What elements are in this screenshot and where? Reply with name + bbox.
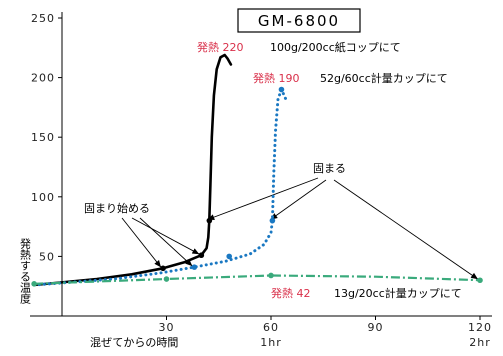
y-tick-label-4: 250: [31, 12, 55, 25]
x-tick-label-1: 60: [263, 321, 279, 334]
series-1-condition: 100g/200cc紙コップにて: [270, 40, 401, 54]
chart-title: GM-6800: [258, 12, 340, 30]
x-axis-label: 混ぜてからの時間: [90, 336, 178, 349]
series-2-point-3: [278, 86, 285, 93]
series-3-point-0: [31, 281, 37, 287]
y-tick-label-0: 50: [39, 250, 55, 263]
series-line-2: [32, 88, 288, 287]
series-2-condition: 52g/60cc計量カップにて: [320, 71, 448, 85]
series-line-3: [34, 274, 481, 285]
series-2-heat: 発熱 190: [253, 71, 300, 85]
annotation-start-setting: 固まり始める: [84, 201, 150, 215]
series-2-point-2: [269, 217, 276, 224]
series-1-heat: 発熱 220: [197, 40, 244, 54]
x-tick-sublabel-1: 1hr: [260, 336, 282, 349]
series-3-condition: 13g/20cc計量カップにて: [334, 286, 462, 300]
y-axis-label: 発熱する温度: [19, 237, 32, 305]
annotation-arrow-3: [207, 177, 319, 221]
x-tick-label-2: 90: [368, 321, 384, 334]
series-1-point-2: [206, 217, 213, 224]
y-tick-label-1: 100: [31, 191, 55, 204]
series-line-1: [32, 53, 233, 287]
series-2-point-0: [191, 264, 198, 270]
series-1-point-0: [160, 265, 166, 272]
annotation-arrow-2: [139, 217, 193, 267]
annotation-arrow-4: [270, 179, 327, 221]
x-tick-sublabel-3: 2hr: [469, 336, 491, 349]
series-2-point-1: [226, 253, 232, 260]
title-box: [237, 8, 361, 33]
series-3-point-1: [163, 276, 170, 282]
y-tick-label-3: 200: [31, 72, 55, 85]
series-1-point-1: [198, 252, 205, 259]
annotation-arrow-0: [121, 217, 162, 268]
series-3-point-2: [268, 272, 274, 279]
annotation-arrow-1: [131, 217, 200, 255]
y-tick-label-2: 150: [31, 131, 55, 144]
series-3-point-3: [477, 277, 483, 284]
x-tick-label-3: 120: [468, 321, 492, 334]
annotation-set: 固まる: [313, 162, 346, 175]
annotation-arrow-5: [333, 179, 479, 280]
series-3-heat: 発熱 42: [271, 286, 311, 300]
x-tick-label-0: 30: [159, 321, 175, 334]
